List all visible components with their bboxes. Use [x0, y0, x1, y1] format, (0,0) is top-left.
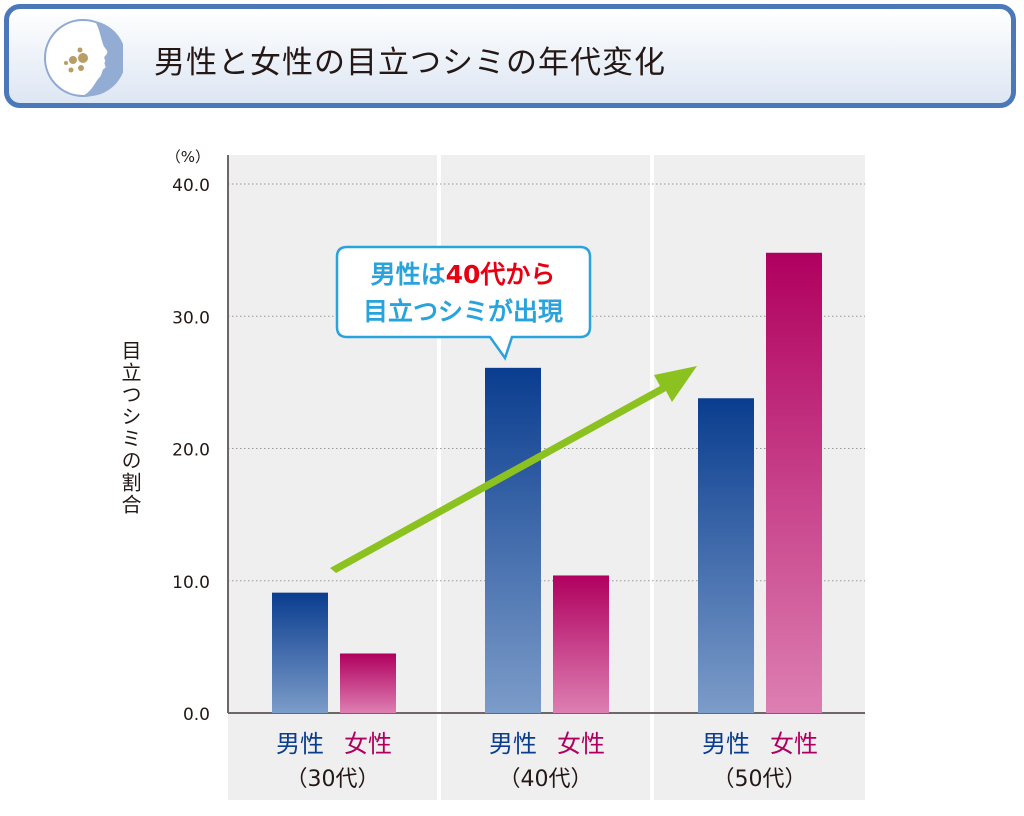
series-label: 女性	[770, 730, 818, 758]
callout-line-1: 男性は40代から	[371, 260, 556, 289]
female-bar-1	[553, 575, 609, 713]
series-label: 男性	[702, 730, 750, 758]
female-bar-2	[766, 252, 822, 713]
y-tick-label: 10.0	[172, 573, 210, 593]
male-bar-0	[272, 592, 328, 713]
y-tick-label: 30.0	[172, 308, 210, 328]
category-label: （40代）	[499, 767, 593, 792]
callout-box	[335, 245, 592, 361]
y-tick-label: 0.0	[183, 705, 210, 725]
male-bar-2	[698, 398, 754, 713]
y-unit-label: （%）	[166, 148, 210, 166]
callout-line-2: 目立つシミが出現	[363, 297, 563, 326]
trend-arrow	[330, 366, 697, 573]
category-label: （30代）	[286, 767, 380, 792]
category-panel-2	[654, 155, 865, 800]
header-banner: 男性と女性の目立つシミの年代変化	[4, 4, 1016, 108]
y-tick-label: 20.0	[172, 441, 210, 461]
female-bar-0	[340, 653, 396, 713]
male-bar-1	[485, 367, 541, 713]
series-label: 男性	[276, 730, 324, 758]
series-label: 男性	[489, 730, 537, 758]
page-title: 男性と女性の目立つシミの年代変化	[154, 45, 666, 81]
y-tick-label: 40.0	[172, 176, 210, 196]
category-label: （50代）	[713, 767, 807, 792]
y-axis-label: 目立つシミの割合	[118, 340, 142, 516]
series-label: 女性	[557, 730, 605, 758]
face-with-spots-icon	[44, 19, 123, 97]
series-label: 女性	[344, 730, 392, 758]
